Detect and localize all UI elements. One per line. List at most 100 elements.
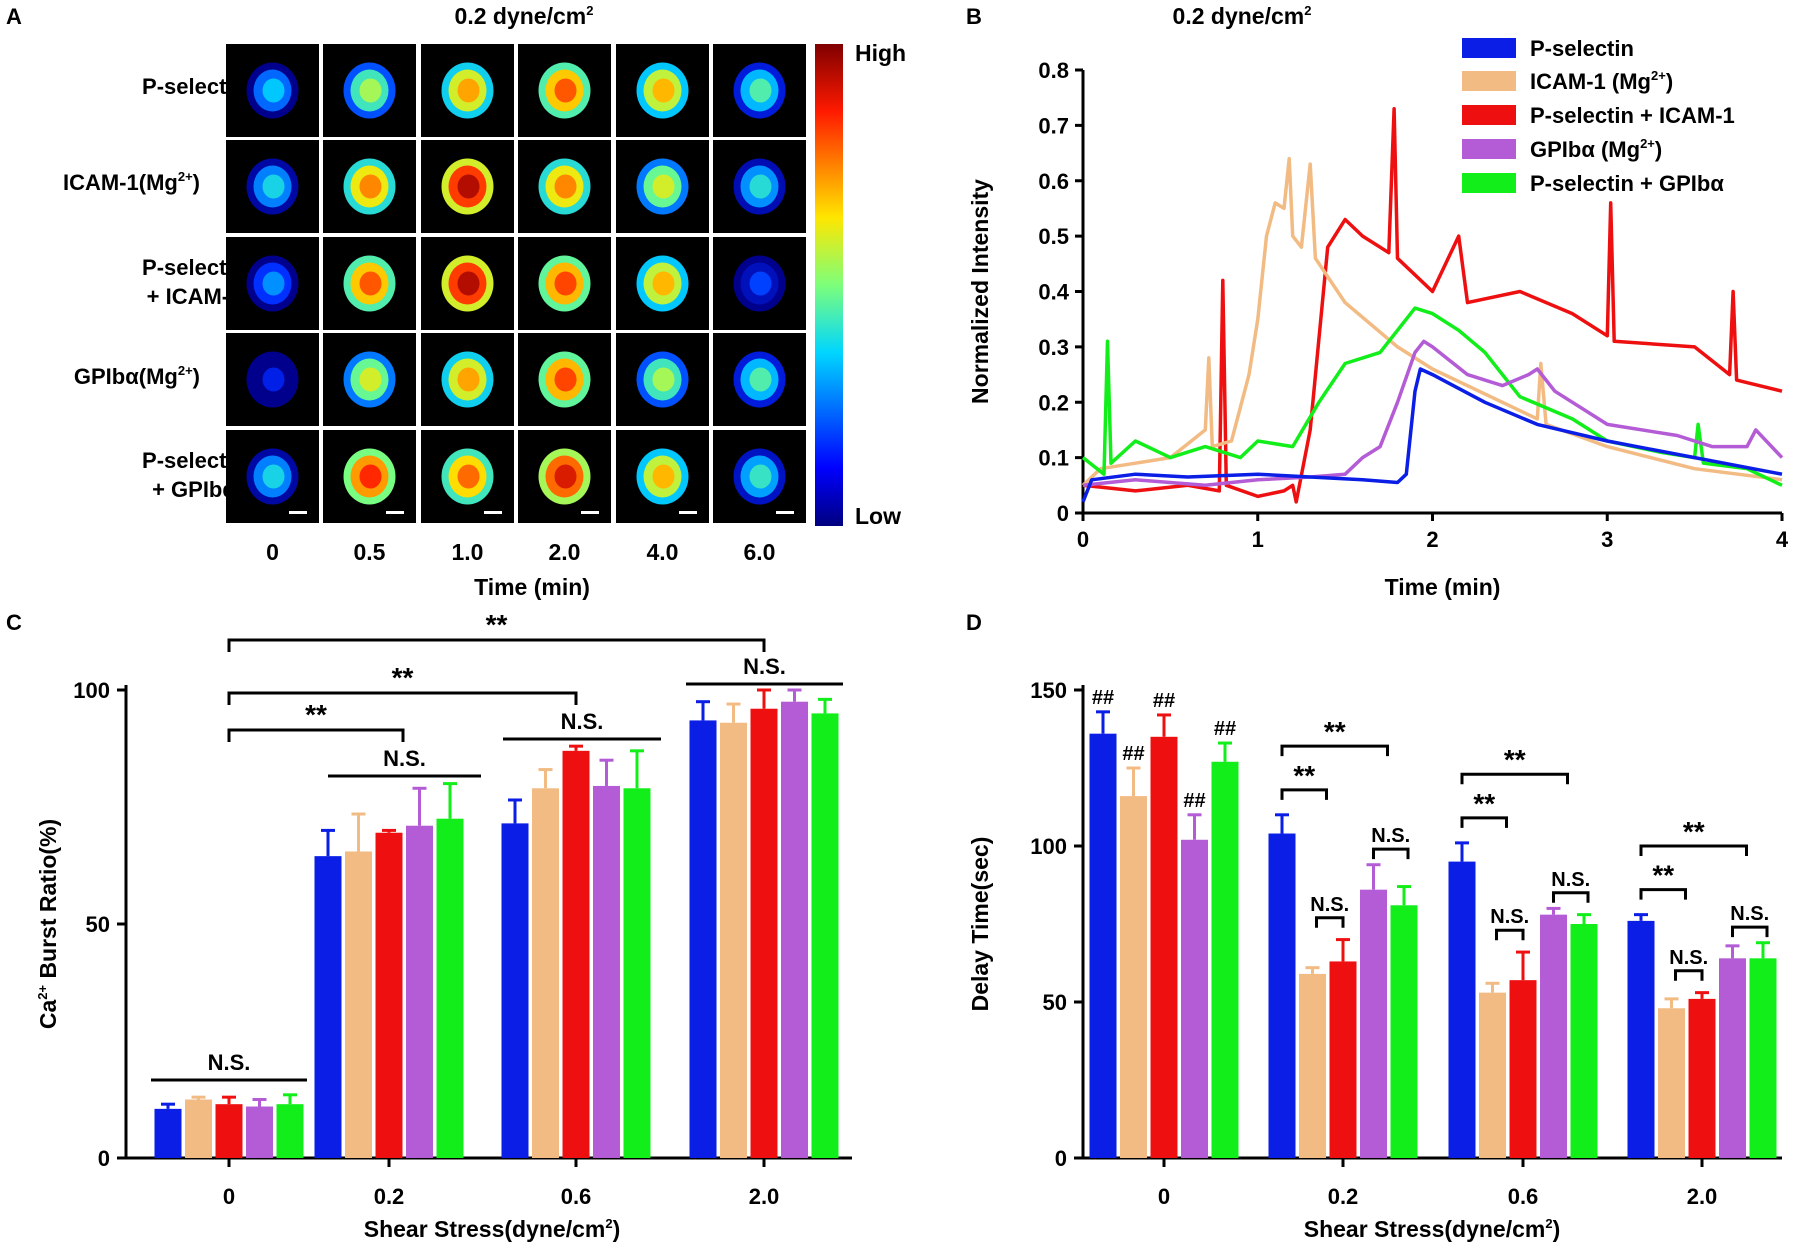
scale-bar <box>679 511 697 514</box>
significance-bracket <box>1280 788 1328 800</box>
significance-bracket <box>1731 925 1769 938</box>
legend-swatch <box>1462 38 1516 58</box>
panel-a-letter: A <box>6 4 22 29</box>
time-tick-label: 0 <box>266 539 279 565</box>
bar <box>1211 761 1239 1158</box>
cell-core <box>554 78 577 103</box>
cell-core <box>749 78 772 103</box>
scale-bar <box>386 511 404 514</box>
sig-stars: ** <box>305 699 327 730</box>
hash-mark: ## <box>1153 690 1175 712</box>
bar <box>1570 924 1598 1158</box>
colorbar <box>815 44 843 526</box>
significance-bracket <box>1460 816 1508 828</box>
x-tick-label: 0 <box>1077 527 1089 552</box>
panel-c: C 0 50 100 0 0.2 0.6 2.0 Shear Stress(dyne/cm2)… <box>6 609 852 1242</box>
cell-core <box>652 271 675 296</box>
bar <box>345 851 372 1158</box>
cell-core <box>749 367 772 392</box>
x-axis-title: Shear Stress(dyne/cm2) <box>364 1216 621 1242</box>
series-line-3 <box>1082 339 1784 488</box>
legend-label: P-selectin <box>1530 36 1634 61</box>
panel-d: D 0 50 100 150 0 0.2 0.6 2.0 Shear Stress(dyne/c… <box>966 610 1782 1242</box>
cell-core <box>652 78 675 103</box>
cell-core <box>359 78 382 103</box>
series-line-1 <box>1081 156 1783 487</box>
time-tick-label: 2.0 <box>549 539 581 565</box>
bar <box>750 708 778 1158</box>
bar <box>1150 736 1178 1158</box>
x-tick-label: 0.2 <box>1328 1184 1359 1209</box>
bar <box>1509 980 1537 1158</box>
bar <box>1688 998 1716 1158</box>
cell-core <box>749 174 772 199</box>
time-tick-label: 1.0 <box>452 539 484 565</box>
y-tick-label: 0.8 <box>1038 58 1069 83</box>
bar <box>501 823 529 1158</box>
cell-core <box>652 464 675 489</box>
ns-label: N.S. <box>1490 906 1529 928</box>
legend-label: P-selectin + ICAM-1 <box>1530 103 1735 128</box>
bar <box>1181 839 1208 1158</box>
scale-bar <box>776 511 794 514</box>
x-axis-title: Time (min) <box>1385 574 1501 600</box>
row-label-line2: + ICAM-1 <box>147 284 242 309</box>
legend-label: GPIbα (Mg2+) <box>1530 136 1662 162</box>
x-tick-label: 0.2 <box>374 1184 405 1209</box>
sig-stars: ** <box>1683 816 1705 847</box>
bar <box>781 701 808 1158</box>
ns-label: N.S. <box>1371 825 1410 847</box>
cell-core <box>554 271 577 296</box>
y-tick-label: 0 <box>1055 1146 1067 1171</box>
y-tick-label: 0.1 <box>1038 446 1069 471</box>
bar <box>246 1106 273 1158</box>
time-tick-label: 4.0 <box>647 539 679 565</box>
panel-a-time-labels: 0 0.5 1.0 2.0 4.0 6.0 <box>266 539 775 565</box>
significance-bracket <box>227 728 405 742</box>
bar <box>436 818 464 1158</box>
panel-c-letter: C <box>6 610 22 635</box>
panel-b-line-chart: 0 0.1 0.2 0.3 0.4 0.5 0.6 0.7 0.8 0 1 2 3 4 Time (min)… <box>967 36 1789 600</box>
cell-core <box>262 174 285 199</box>
hash-mark: ## <box>1122 743 1144 765</box>
bar <box>276 1104 304 1158</box>
cell-core <box>359 174 382 199</box>
bar <box>1540 914 1567 1158</box>
y-tick-label: 50 <box>86 912 110 937</box>
y-tick-label: 150 <box>1030 678 1067 703</box>
bar <box>185 1099 212 1158</box>
hash-mark: ## <box>1092 687 1114 709</box>
cell-core <box>457 78 480 103</box>
bar <box>593 785 620 1158</box>
hash-mark: ## <box>1214 718 1236 740</box>
cell-core <box>554 464 577 489</box>
y-tick-label: 0.7 <box>1038 113 1069 138</box>
bar <box>1299 973 1326 1158</box>
ns-label: N.S. <box>1551 869 1590 891</box>
panel-d-bar-chart: 0 50 100 150 0 0.2 0.6 2.0 Shear Stress(dyne/cm2… <box>967 678 1782 1242</box>
colorbar-low-label: Low <box>855 503 901 529</box>
ns-label: N.S. <box>1669 947 1708 969</box>
significance-bracket <box>1552 891 1590 903</box>
bar <box>1719 958 1746 1158</box>
significance-bracket <box>1315 916 1345 928</box>
panel-c-bar-chart: 0 50 100 0 0.2 0.6 2.0 Shear Stress(dyne/cm2) Ca… <box>35 609 852 1242</box>
significance-bracket <box>1372 847 1410 860</box>
y-axis-title: Ca2+ Burst Ratio(%) <box>35 819 61 1029</box>
bar <box>154 1108 182 1158</box>
significance-bracket <box>1639 888 1687 900</box>
series-line-4 <box>1081 306 1783 487</box>
legend-swatch <box>1462 139 1516 159</box>
bar <box>1268 833 1296 1158</box>
x-tick-label: 4 <box>1776 527 1789 552</box>
sig-stars: ** <box>1473 788 1495 819</box>
row-label: GPIbα(Mg2+) <box>74 363 200 389</box>
scale-bar <box>581 511 599 514</box>
bar <box>1390 905 1418 1158</box>
bar <box>375 832 403 1158</box>
sig-stars: ** <box>1293 760 1315 791</box>
significance-bracket <box>1674 969 1704 981</box>
y-tick-label: 0.4 <box>1038 280 1069 305</box>
